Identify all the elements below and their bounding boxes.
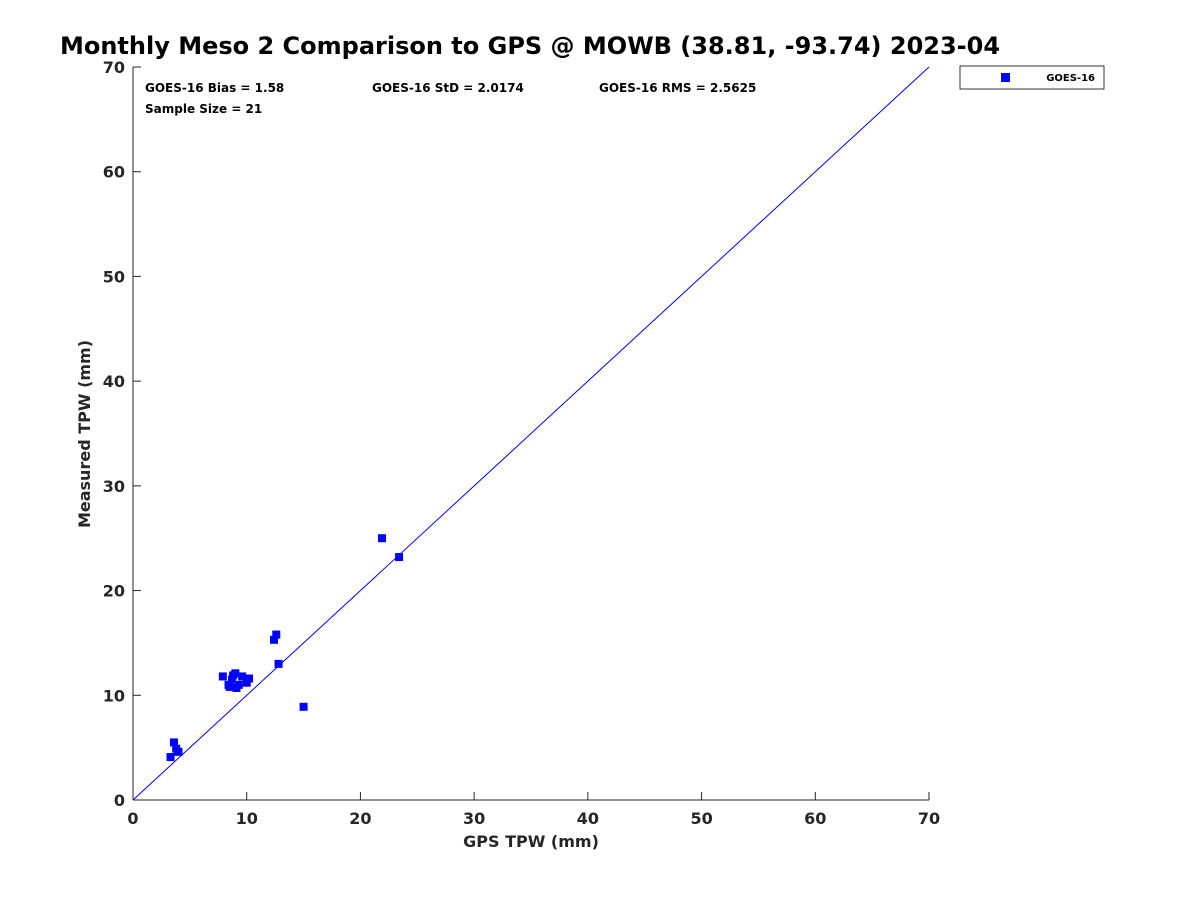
data-point xyxy=(234,680,243,689)
legend: GOES-16 xyxy=(959,65,1105,90)
stat-bias: GOES-16 Bias = 1.58 xyxy=(145,81,284,95)
x-tick-label: 20 xyxy=(349,809,371,828)
x-tick-label: 10 xyxy=(236,809,258,828)
legend-marker xyxy=(1001,73,1010,82)
y-tick-label: 60 xyxy=(103,163,125,182)
x-tick-label: 70 xyxy=(918,809,940,828)
data-point xyxy=(174,747,183,756)
legend-box xyxy=(959,65,1105,90)
stat-std: GOES-16 StD = 2.0174 xyxy=(372,81,524,95)
data-point xyxy=(227,675,236,684)
y-tick-label: 40 xyxy=(103,372,125,391)
y-tick-label: 20 xyxy=(103,582,125,601)
x-tick-label: 0 xyxy=(127,809,138,828)
data-point xyxy=(299,702,308,711)
data-point xyxy=(229,671,238,680)
x-tick-label: 40 xyxy=(577,809,599,828)
y-tick-label: 70 xyxy=(103,58,125,77)
data-point xyxy=(378,534,387,543)
y-tick-label: 0 xyxy=(114,791,125,810)
data-point xyxy=(169,738,178,747)
y-tick-label: 10 xyxy=(103,686,125,705)
y-tick-label: 30 xyxy=(103,477,125,496)
plot-area xyxy=(132,66,930,801)
y-axis-label: Measured TPW (mm) xyxy=(75,340,94,528)
stat-rms: GOES-16 RMS = 2.5625 xyxy=(599,81,756,95)
legend-label: GOES-16 xyxy=(1046,73,1095,84)
x-axis-label: GPS TPW (mm) xyxy=(463,832,599,851)
x-tick-label: 60 xyxy=(804,809,826,828)
data-point xyxy=(218,672,227,681)
data-point xyxy=(238,672,247,681)
data-point xyxy=(244,674,253,683)
data-point xyxy=(272,630,281,639)
one-to-one-line xyxy=(132,66,930,801)
y-tick-label: 50 xyxy=(103,267,125,286)
data-point xyxy=(274,659,283,668)
x-tick-label: 50 xyxy=(690,809,712,828)
x-tick-label: 30 xyxy=(463,809,485,828)
data-point xyxy=(395,553,404,562)
stat-sample-size: Sample Size = 21 xyxy=(145,102,262,116)
data-point xyxy=(225,682,234,691)
data-point xyxy=(242,678,251,687)
chart-title: Monthly Meso 2 Comparison to GPS @ MOWB … xyxy=(60,32,1000,60)
data-point xyxy=(270,635,279,644)
data-point xyxy=(166,753,175,762)
axes: 0 10 20 30 40 50 60 70 0 10 20 30 40 50 60 70 xyxy=(103,58,940,828)
